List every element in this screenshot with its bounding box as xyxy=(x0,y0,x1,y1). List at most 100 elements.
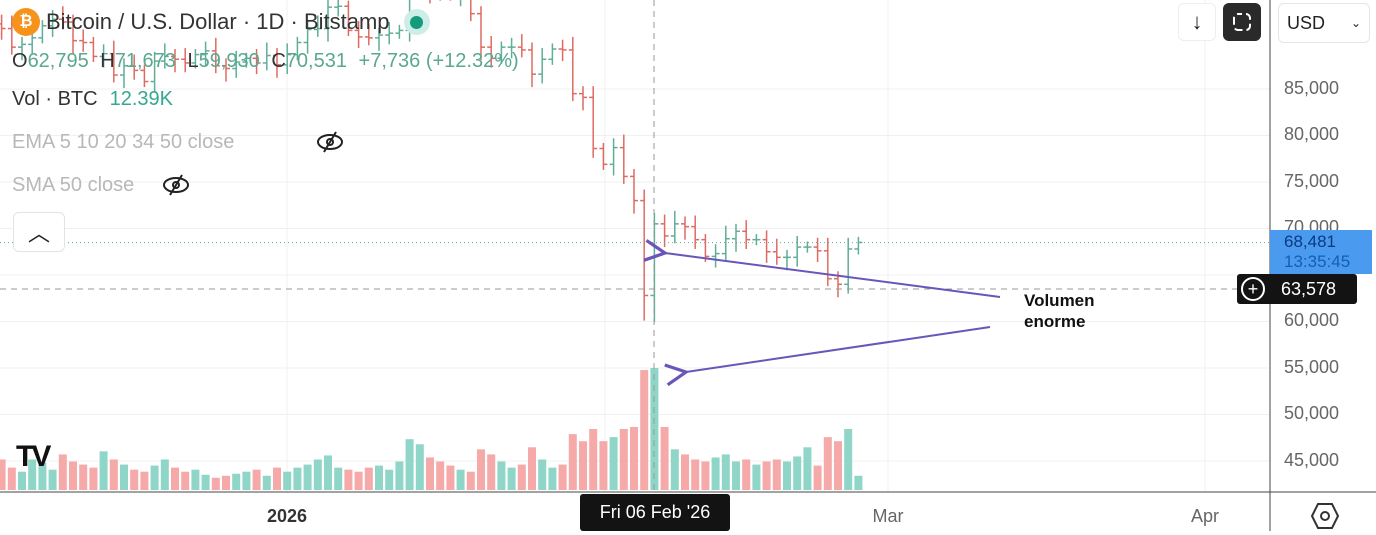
volume-bar xyxy=(109,459,118,490)
volume-bar xyxy=(630,426,638,490)
volume-bar xyxy=(171,467,179,490)
annotation-line-1: Volumen xyxy=(1024,291,1095,310)
volume-bar xyxy=(58,454,67,490)
sma-label: SMA 50 close xyxy=(12,173,135,196)
volume-bar xyxy=(609,437,618,490)
volume-bar xyxy=(579,441,587,490)
volume-bar xyxy=(783,461,791,490)
volume-bar xyxy=(79,464,88,490)
volume-bar xyxy=(130,469,139,490)
volume-bar xyxy=(813,465,822,490)
collapse-legend-button[interactable]: ︿ xyxy=(13,212,65,252)
volume-bar xyxy=(262,475,271,490)
volume-bar xyxy=(681,454,689,490)
volume-bar xyxy=(517,464,526,490)
eye-off-icon[interactable] xyxy=(316,130,344,154)
close-label: C xyxy=(271,50,286,72)
volume-bar xyxy=(721,454,730,490)
volume-bar xyxy=(334,467,343,490)
ema-label: EMA 5 10 20 34 50 close xyxy=(12,130,235,153)
volume-bar xyxy=(242,471,251,490)
volume-bar xyxy=(691,459,700,490)
fullscreen-button[interactable] xyxy=(1223,3,1261,41)
ema-indicator-legend[interactable]: EMA 5 10 20 34 50 close xyxy=(12,130,344,154)
volume-bar xyxy=(99,451,108,490)
close-value: 70,531 xyxy=(285,50,347,72)
current-price: 68,481 xyxy=(1284,232,1336,251)
annotation-text[interactable]: Volumen enorme xyxy=(1024,290,1095,332)
volume-bar xyxy=(589,429,598,490)
volume-bar xyxy=(181,471,190,490)
volume-bar xyxy=(711,457,720,490)
settings-hexagon-icon xyxy=(1310,503,1340,529)
volume-bar xyxy=(732,461,740,490)
currency-select[interactable]: USD ⌄ xyxy=(1278,3,1370,43)
volume-bar xyxy=(803,447,812,490)
high-value: 71,673 xyxy=(114,50,176,72)
time-label-mar: Mar xyxy=(872,506,904,526)
volume-label: Vol · BTC xyxy=(12,88,98,110)
symbol-name: Bitcoin / U.S. Dollar · 1D · Bitstamp xyxy=(46,9,390,34)
volume-bar xyxy=(232,473,241,490)
volume-bar xyxy=(456,469,465,490)
symbol-title[interactable]: ₿ Bitcoin / U.S. Dollar · 1D · Bitstamp xyxy=(12,8,430,36)
volume-bar xyxy=(7,467,16,490)
volume-bar xyxy=(344,469,353,490)
volume-bar xyxy=(324,455,332,490)
volume-bar xyxy=(201,474,210,490)
bar-countdown: 13:35:45 xyxy=(1284,252,1351,271)
volume-bar xyxy=(528,447,536,490)
volume-bar xyxy=(120,464,128,490)
fullscreen-icon xyxy=(1233,13,1251,31)
chevron-up-icon: ︿ xyxy=(27,221,50,246)
volume-bar xyxy=(150,465,159,490)
price-axis-label: 85,000 xyxy=(1284,78,1340,98)
volume-bar xyxy=(752,464,761,490)
volume-bar xyxy=(497,461,506,490)
open-label: O xyxy=(12,50,28,72)
volume-bar xyxy=(89,467,98,490)
tradingview-logo[interactable]: TV xyxy=(16,440,51,473)
crosshair-price: 63,578 xyxy=(1281,278,1337,299)
volume-bar xyxy=(466,471,475,490)
price-axis-label: 50,000 xyxy=(1284,403,1340,423)
volume-bar xyxy=(191,469,200,490)
volume-bar xyxy=(0,459,6,490)
volume-bar xyxy=(844,429,853,490)
volume-bar xyxy=(426,457,434,490)
volume-bar xyxy=(211,477,220,490)
current-price-label: 68,481 13:35:45 xyxy=(1270,230,1372,274)
volume-legend[interactable]: Vol · BTC 12.39K xyxy=(12,88,173,111)
volume-bar xyxy=(283,471,292,490)
volume-bar xyxy=(364,467,373,490)
add-alert-icon[interactable]: + xyxy=(1241,277,1265,301)
volume-bar xyxy=(273,467,281,490)
eye-off-icon[interactable] xyxy=(162,173,190,197)
volume-bar xyxy=(222,475,230,490)
scroll-to-latest-button[interactable]: ↓ xyxy=(1178,3,1216,41)
volume-bar xyxy=(446,465,455,490)
sma-indicator-legend[interactable]: SMA 50 close xyxy=(12,173,190,197)
chevron-down-icon: ⌄ xyxy=(1350,16,1361,30)
volume-bar xyxy=(660,426,669,490)
crosshair-price-label[interactable]: +63,578 xyxy=(1237,274,1357,304)
low-value: 59,930 xyxy=(198,50,260,72)
annotation-arrow xyxy=(643,239,1001,298)
volume-bar xyxy=(38,462,47,490)
arrow-down-icon: ↓ xyxy=(1191,9,1203,34)
high-label: H xyxy=(100,50,115,72)
open-value: 62,795 xyxy=(27,50,89,72)
volume-bar xyxy=(701,461,710,490)
volume-bar xyxy=(140,471,149,490)
volume-bar xyxy=(313,459,322,490)
annotation-line-2: enorme xyxy=(1024,312,1086,331)
change-value: +7,736 (+12.32%) xyxy=(358,50,519,72)
volume-bar xyxy=(69,461,77,490)
volume-bar xyxy=(385,469,394,490)
volume-bar xyxy=(772,459,781,490)
volume-bar xyxy=(538,459,547,490)
volume-bar xyxy=(28,459,37,490)
chart-settings-button[interactable] xyxy=(1310,502,1340,535)
low-label: L xyxy=(187,50,199,72)
